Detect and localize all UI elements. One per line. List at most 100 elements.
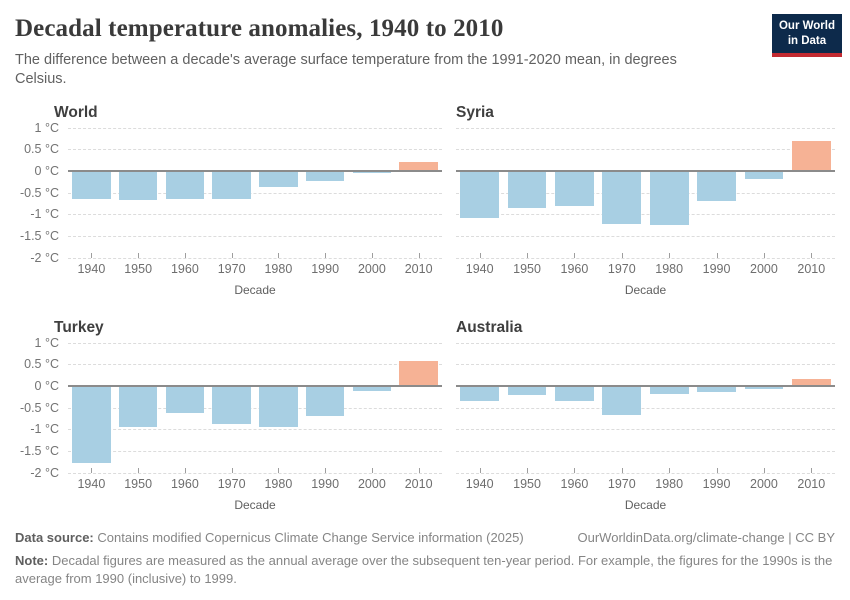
owid-logo[interactable]: Our World in Data	[771, 14, 842, 57]
bar-world-2010[interactable]	[399, 162, 438, 171]
x-axis-tick-label-1980: 1980	[655, 476, 684, 491]
bar-turkey-1960[interactable]	[165, 385, 205, 414]
x-axis-tick	[527, 467, 529, 473]
bar-world-1950[interactable]	[118, 170, 158, 201]
bar-world-1970[interactable]	[212, 170, 251, 199]
zero-line	[68, 384, 442, 387]
x-axis-tick-label-1990: 1990	[702, 476, 731, 491]
x-axis-tick-label-1950: 1950	[124, 261, 153, 276]
gridline	[456, 235, 835, 237]
bar-australia-1990[interactable]	[697, 385, 736, 393]
y-axis-tick-label: 0 °C	[34, 163, 59, 178]
bar-australia-1940[interactable]	[460, 385, 500, 401]
y-axis-tick-label: 1 °C	[34, 335, 59, 350]
bar-world-1990[interactable]	[305, 170, 345, 182]
bar-syria-1970[interactable]	[602, 170, 642, 224]
x-axis-tick	[669, 252, 671, 258]
y-axis-tick-label: -0.5 °C	[19, 185, 59, 200]
bar-syria-1960[interactable]	[555, 170, 594, 207]
note-text: Decadal figures are measured as the annu…	[15, 552, 833, 586]
x-axis-tick-label-2000: 2000	[357, 261, 386, 276]
bar-turkey-1970[interactable]	[212, 385, 251, 425]
bar-turkey-2000[interactable]	[352, 385, 392, 392]
bar-turkey-1950[interactable]	[118, 385, 158, 428]
bar-australia-1980[interactable]	[649, 385, 689, 395]
bar-world-1960[interactable]	[165, 170, 205, 199]
x-axis-tick	[763, 252, 765, 258]
page-title: Decadal temperature anomalies, 1940 to 2…	[15, 15, 504, 42]
gridline	[456, 257, 835, 259]
x-axis-tick	[716, 252, 718, 258]
bar-turkey-1990[interactable]	[305, 385, 345, 416]
bar-syria-1950[interactable]	[507, 170, 547, 208]
x-axis-tick	[325, 467, 327, 473]
x-axis-tick-label-1970: 1970	[217, 261, 246, 276]
gridline	[456, 364, 835, 366]
zero-line	[456, 384, 835, 387]
x-axis-tick-label-1950: 1950	[513, 476, 541, 491]
plot-area-world	[68, 127, 442, 259]
bar-turkey-2010[interactable]	[399, 360, 438, 386]
gridline	[456, 429, 835, 431]
y-axis-tick-label: -1 °C	[30, 207, 59, 222]
credit-line: OurWorldinData.org/climate-change | CC B…	[578, 530, 835, 545]
bar-australia-2010[interactable]	[791, 378, 831, 386]
y-axis-tick-label: 0 °C	[34, 378, 59, 393]
x-axis-tick-label-1980: 1980	[655, 261, 684, 276]
x-axis-tick	[371, 467, 373, 473]
x-axis-tick	[574, 252, 576, 258]
data-source-text: Contains modified Copernicus Climate Cha…	[97, 529, 524, 545]
x-axis-tick	[621, 467, 623, 473]
x-axis-title-turkey: Decade	[234, 497, 276, 512]
bar-australia-2000[interactable]	[744, 385, 784, 389]
y-axis-tick-label: -1.5 °C	[19, 228, 59, 243]
bar-australia-1960[interactable]	[555, 385, 594, 401]
plot-area-syria	[456, 127, 835, 259]
x-axis-tick	[418, 467, 420, 473]
bar-syria-1990[interactable]	[697, 170, 736, 201]
bar-world-1980[interactable]	[259, 170, 298, 188]
x-axis-tick-label-1950: 1950	[124, 476, 153, 491]
bar-australia-1950[interactable]	[507, 385, 547, 395]
x-axis-tick-label-2000: 2000	[750, 261, 778, 276]
x-axis-tick	[418, 252, 420, 258]
gridline	[68, 472, 442, 474]
x-axis-tick	[716, 467, 718, 473]
gridline	[68, 429, 442, 431]
bar-syria-2010[interactable]	[791, 140, 831, 171]
chart-title-australia: Australia	[456, 318, 523, 336]
x-axis-tick-label-2000: 2000	[357, 476, 386, 491]
gridline	[456, 149, 835, 151]
x-axis-tick	[231, 467, 233, 473]
x-axis-tick	[184, 467, 186, 473]
bar-australia-1970[interactable]	[602, 385, 642, 415]
x-axis-tick	[527, 252, 529, 258]
bar-syria-2000[interactable]	[744, 170, 784, 179]
bar-syria-1980[interactable]	[649, 170, 689, 225]
bar-turkey-1940[interactable]	[72, 385, 111, 463]
x-axis-tick-label-1960: 1960	[560, 476, 589, 491]
data-source-line: Data source: Contains modified Copernicu…	[15, 530, 524, 545]
x-axis-labels-turkey: 1940 1950 1960 1970 1980 1990 2000 2010	[68, 477, 442, 491]
x-axis-tick-label-1960: 1960	[170, 261, 199, 276]
x-axis-tick	[184, 252, 186, 258]
bar-world-1940[interactable]	[72, 170, 111, 200]
zero-line	[456, 169, 835, 172]
x-axis-tick	[138, 467, 140, 473]
y-axis-tick-label: 1 °C	[34, 120, 59, 135]
x-axis-tick-label-1990: 1990	[311, 261, 340, 276]
x-axis-labels-syria: 1940 1950 1960 1970 1980 1990 2000 2010	[456, 262, 835, 276]
gridline	[456, 472, 835, 474]
charts-grid: World 1 °C 0.5 °C 0 °C -0.5 °C -1 °C -1.5 °C -…	[0, 90, 850, 512]
x-axis-tick	[669, 467, 671, 473]
chart-cell-turkey: Turkey 1 °C 0.5 °C 0 °C -0.5 °C -1 °C -1.5 °C…	[20, 319, 442, 512]
credit-link[interactable]: OurWorldinData.org/climate-change	[577, 529, 785, 545]
x-axis-tick-label-1990: 1990	[311, 476, 340, 491]
x-axis-tick-label-1940: 1940	[465, 261, 494, 276]
x-axis-tick-label-1970: 1970	[607, 261, 636, 276]
y-axis-tick-label: 0.5 °C	[24, 142, 59, 157]
x-axis-tick	[138, 252, 140, 258]
bar-syria-1940[interactable]	[460, 170, 500, 219]
bar-turkey-1980[interactable]	[259, 385, 298, 428]
